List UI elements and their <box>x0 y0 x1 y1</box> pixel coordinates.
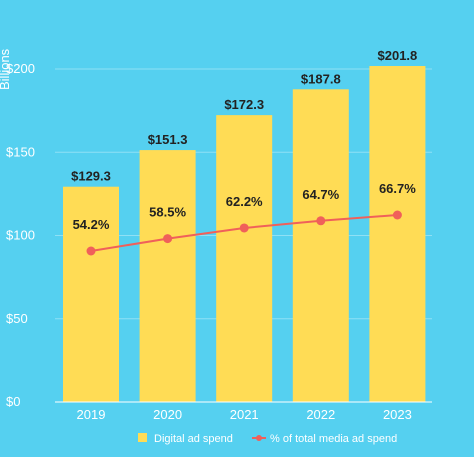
bar <box>292 89 349 403</box>
pct-value-label: 62.2% <box>226 194 263 209</box>
data-labels: $129.3 $151.3 $172.3 $187.8 $201.8 54.2% 58.5%… <box>71 48 417 232</box>
bar <box>216 115 273 403</box>
bar <box>139 150 196 402</box>
bar-value-label: $172.3 <box>224 97 264 112</box>
y-tick-label: $200 <box>6 61 35 76</box>
pct-point <box>86 246 96 256</box>
bar-value-label: $187.8 <box>301 71 341 86</box>
legend: Digital ad spend % of total media ad spen… <box>138 433 397 445</box>
pct-value-label: 64.7% <box>302 187 339 202</box>
bar <box>63 186 119 402</box>
y-axis-title: Billions <box>0 48 12 90</box>
bars <box>63 66 426 403</box>
y-tick-label: $50 <box>6 311 28 326</box>
y-tick-label: $0 <box>6 394 20 409</box>
y-tick-label: $150 <box>6 144 35 159</box>
x-tick-label: 2019 <box>77 407 106 422</box>
pct-value-label: 66.7% <box>379 181 416 196</box>
bar-value-label: $201.8 <box>378 48 418 63</box>
pct-point <box>316 216 326 226</box>
legend-bar-swatch <box>138 433 147 442</box>
pct-value-label: 58.5% <box>149 205 186 220</box>
x-tick-label: 2023 <box>383 407 412 422</box>
legend-bar-label: Digital ad spend <box>154 433 233 445</box>
x-tick-label: 2022 <box>306 407 335 422</box>
x-tick-label: 2020 <box>153 407 182 422</box>
pct-point <box>163 234 173 244</box>
pct-line <box>86 210 402 256</box>
pct-point <box>239 223 249 233</box>
bar <box>369 66 426 403</box>
x-tick-label: 2021 <box>230 407 259 422</box>
pct-point <box>392 210 402 220</box>
bar-value-label: $151.3 <box>148 132 188 147</box>
y-tick-label: $100 <box>6 228 35 243</box>
pct-value-label: 54.2% <box>73 217 110 232</box>
legend-line-label: % of total media ad spend <box>270 433 397 445</box>
bar-value-label: $129.3 <box>71 169 111 184</box>
legend-line-marker <box>256 435 262 441</box>
